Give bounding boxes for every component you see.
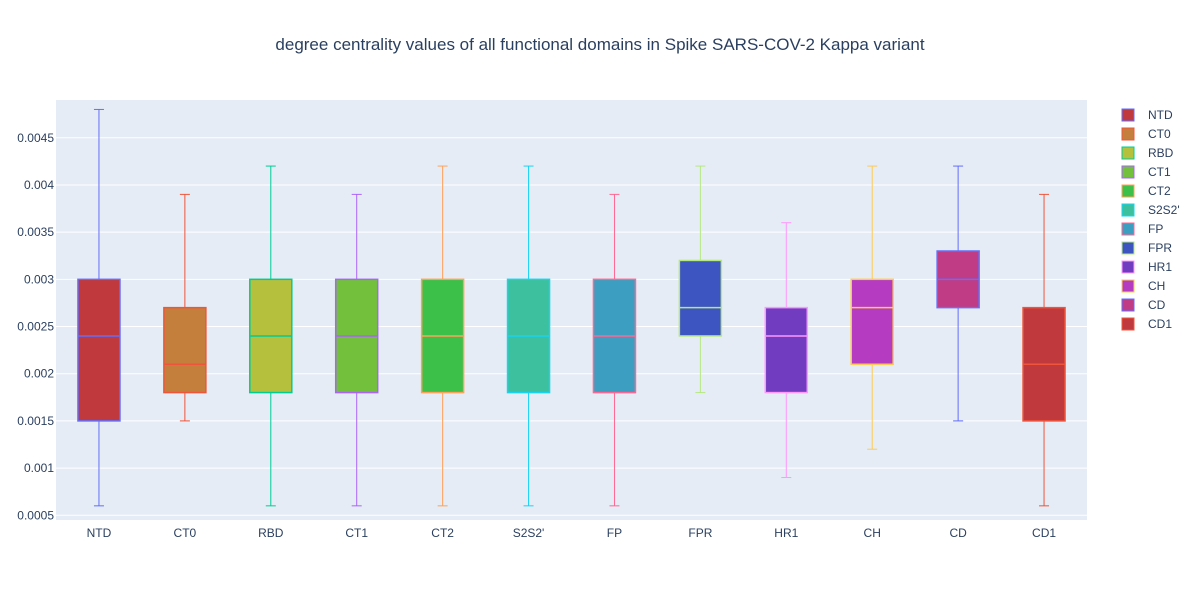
x-tick-label: CT0 [174,526,197,540]
legend-swatch [1121,203,1135,217]
legend: NTD CT0 RBD CT1 CT2 S2S2' FP FPR HR1 CH CD CD1 [1121,108,1180,331]
box-ct1 [334,193,379,507]
legend-swatch [1121,317,1135,331]
legend-label: RBD [1148,146,1174,160]
y-tick-label: 0.001 [24,461,54,475]
x-axis: NTD CT0 RBD CT1 CT2 S2S2' FP FPR HR1 CH CD CD1 [87,526,1057,540]
legend-swatch [1121,108,1135,122]
iqr-box [163,306,207,394]
iqr-box [850,278,894,366]
y-axis: 0.0005 0.001 0.0015 0.002 0.0025 0.003 0.0035 0… [17,131,54,523]
box-cd [936,165,980,422]
legend-label: NTD [1148,108,1173,122]
legend-label: HR1 [1148,260,1172,274]
x-tick-label: RBD [258,526,284,540]
legend-label: CD [1148,298,1166,312]
legend-swatch [1121,165,1135,179]
legend-swatch [1121,127,1135,141]
legend-item: CD1 [1121,317,1172,331]
box-ch [850,165,894,450]
x-tick-label: S2S2' [513,526,545,540]
y-tick-label: 0.003 [24,272,54,286]
x-tick-label: FP [607,526,622,540]
legend-label: CH [1148,279,1165,293]
legend-item: CD [1121,298,1166,312]
chart-title: degree centrality values of all function… [275,35,924,54]
x-tick-label: FPR [688,526,712,540]
legend-item: FPR [1121,241,1172,255]
y-gridlines [56,137,1087,516]
box-s2s2 [506,165,551,507]
legend-label: CT2 [1148,184,1171,198]
iqr-box [764,306,809,394]
y-tick-label: 0.0035 [17,225,54,239]
x-tick-label: CD [949,526,967,540]
legend-swatch [1121,260,1135,274]
x-tick-label: HR1 [774,526,798,540]
legend-item: CT0 [1121,127,1171,141]
iqr-box [678,259,723,337]
y-tick-label: 0.002 [24,367,54,381]
legend-item: RBD [1121,146,1174,160]
box-ct2 [420,165,465,507]
y-tick-label: 0.0015 [17,414,54,428]
boxes [77,108,1066,507]
legend-item: CT2 [1121,184,1171,198]
legend-label: CT1 [1148,165,1171,179]
x-tick-label: CT2 [431,526,454,540]
legend-label: S2S2' [1148,203,1180,217]
y-tick-label: 0.0045 [17,131,54,145]
x-tick-label: CD1 [1032,526,1056,540]
box-fpr [678,165,723,394]
y-tick-label: 0.0005 [17,508,54,522]
x-tick-label: NTD [87,526,112,540]
legend-swatch [1121,146,1135,160]
legend-item: CT1 [1121,165,1171,179]
legend-label: CD1 [1148,317,1172,331]
legend-item: S2S2' [1121,203,1180,217]
legend-swatch [1121,241,1135,255]
box-rbd [249,165,293,507]
legend-item: CH [1121,279,1165,293]
box-ct0 [163,193,207,422]
legend-label: FPR [1148,241,1172,255]
y-tick-label: 0.004 [24,178,54,192]
legend-swatch [1121,222,1135,236]
x-tick-label: CH [864,526,881,540]
legend-swatch [1121,298,1135,312]
legend-item: HR1 [1121,260,1172,274]
legend-item: NTD [1121,108,1173,122]
legend-label: CT0 [1148,127,1171,141]
legend-swatch [1121,279,1135,293]
legend-label: FP [1148,222,1163,236]
legend-item: FP [1121,222,1163,236]
x-tick-label: CT1 [345,526,368,540]
box-cd1 [1022,193,1066,507]
box-fp [592,193,637,507]
box-ntd [77,108,121,507]
plot-area [56,100,1087,520]
iqr-box [77,278,121,422]
box-hr1 [764,222,809,479]
legend-swatch [1121,184,1135,198]
y-tick-label: 0.0025 [17,320,54,334]
